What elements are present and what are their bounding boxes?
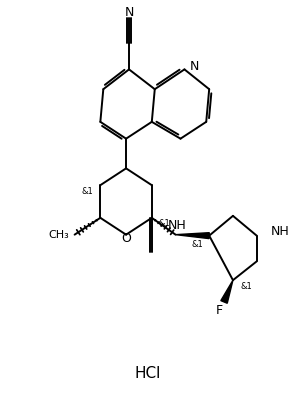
- Text: O: O: [121, 232, 131, 245]
- Text: &1: &1: [241, 282, 253, 290]
- Text: NH: NH: [271, 225, 289, 238]
- Text: NH: NH: [168, 219, 187, 232]
- Polygon shape: [221, 280, 233, 303]
- Text: N: N: [124, 6, 134, 19]
- Text: &1: &1: [191, 240, 203, 249]
- Text: CH₃: CH₃: [48, 229, 69, 240]
- Polygon shape: [176, 233, 209, 239]
- Text: N: N: [189, 60, 199, 73]
- Text: &1: &1: [159, 219, 171, 228]
- Text: &1: &1: [82, 187, 93, 196]
- Text: HCl: HCl: [135, 366, 161, 381]
- Text: F: F: [216, 304, 223, 318]
